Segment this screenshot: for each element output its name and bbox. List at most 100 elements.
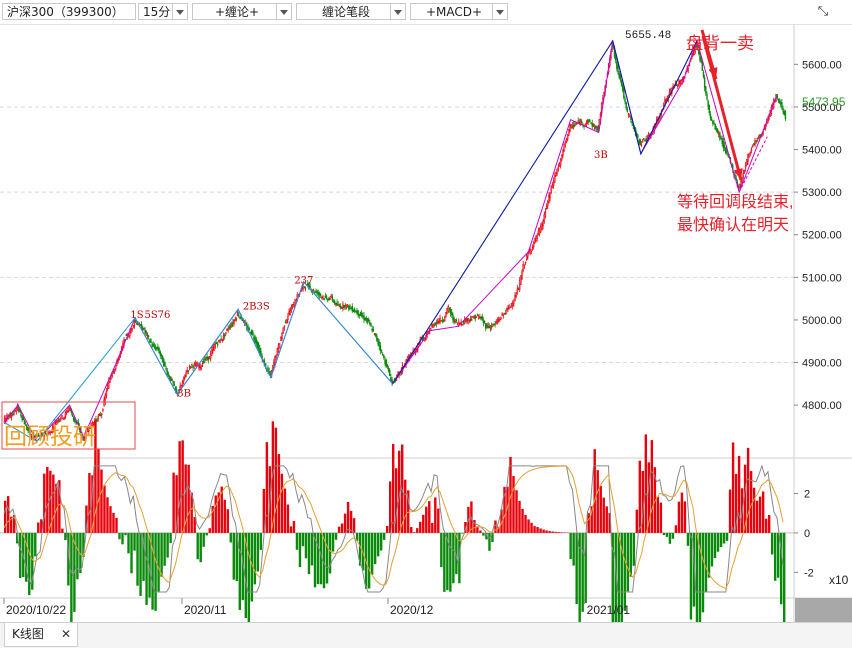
candle-body xyxy=(519,281,520,290)
candle-body xyxy=(210,353,211,359)
candle-body xyxy=(495,324,496,325)
macd-bar xyxy=(684,501,686,533)
period-label: 15分 xyxy=(143,5,170,19)
candle-body xyxy=(524,265,525,266)
candle-body xyxy=(354,309,355,311)
candle-body xyxy=(527,254,528,257)
candle-body xyxy=(564,144,565,151)
candle-body xyxy=(542,224,543,230)
candle-body xyxy=(231,325,232,327)
candle-body xyxy=(705,87,706,93)
macd-bar xyxy=(383,533,385,540)
candle-body xyxy=(590,121,591,122)
candle-body xyxy=(456,320,457,321)
macd-bar xyxy=(696,533,698,622)
candle-body xyxy=(558,167,559,169)
macd-bar xyxy=(341,524,343,533)
candle-body xyxy=(618,66,619,72)
candle-body xyxy=(145,330,146,333)
macd-bar xyxy=(338,527,340,533)
candle-body xyxy=(183,377,184,382)
macd-bar xyxy=(139,533,141,596)
candle-body xyxy=(585,125,586,126)
candle-body xyxy=(369,322,370,324)
macd-bar xyxy=(112,513,114,533)
macd-bar xyxy=(145,533,147,605)
candle-body xyxy=(118,360,119,361)
macd-bar xyxy=(260,533,262,550)
candle-body xyxy=(598,127,599,130)
macd-bar xyxy=(227,509,229,533)
candle-body xyxy=(707,94,708,99)
candle-body xyxy=(639,140,640,143)
candle-body xyxy=(330,298,331,299)
signal-marker: 5S76 xyxy=(144,310,170,321)
bottom-tab-bar: K线图 ✕ xyxy=(0,622,852,648)
candle-body xyxy=(709,105,710,112)
candle-body xyxy=(442,320,443,321)
candle-body xyxy=(213,347,214,350)
candle-body xyxy=(489,326,490,328)
candle-body xyxy=(488,325,489,327)
candle-body xyxy=(567,134,568,139)
macd-bar xyxy=(308,533,310,574)
chevron-down-icon[interactable] xyxy=(390,4,405,19)
macd-bar xyxy=(106,497,108,533)
candle-body xyxy=(447,309,448,314)
macd-bar xyxy=(542,530,544,533)
candle-body xyxy=(334,301,335,304)
candle-body xyxy=(485,324,486,328)
indicator-selector-1[interactable]: +缠论+ xyxy=(192,3,292,20)
indicator-selector-3[interactable]: +MACD+ xyxy=(410,3,508,20)
candle-body xyxy=(257,342,258,347)
candle-body xyxy=(347,305,348,306)
symbol-selector[interactable]: 沪深300（399300） xyxy=(2,3,136,20)
candle-body xyxy=(106,391,107,395)
candle-body xyxy=(712,121,713,123)
candle-body xyxy=(534,239,535,243)
candle-body xyxy=(230,325,231,326)
candle-body xyxy=(448,306,449,311)
tab-kline[interactable]: K线图 ✕ xyxy=(4,623,78,647)
macd-bar xyxy=(293,521,295,533)
macd-bar xyxy=(374,533,376,564)
chevron-down-icon[interactable] xyxy=(276,4,291,19)
candle-body xyxy=(314,292,315,293)
macd-bar xyxy=(88,473,90,533)
macd-bar xyxy=(681,493,683,533)
chevron-down-icon[interactable] xyxy=(172,4,187,19)
macd-bar xyxy=(380,533,382,551)
expand-icon[interactable]: ⤡ xyxy=(812,3,834,21)
note-line-1: 等待回调段结束, xyxy=(677,193,793,211)
indicator-selector-2[interactable]: 缠论笔段 xyxy=(296,3,406,20)
candle-body xyxy=(721,138,722,139)
macd-bar xyxy=(187,465,189,533)
candle-body xyxy=(513,302,514,303)
candle-body xyxy=(345,305,346,307)
candle-body xyxy=(173,381,174,383)
candle-body xyxy=(335,303,336,304)
macd-panel: 20-2 xyxy=(0,420,814,622)
macd-bar xyxy=(115,518,117,533)
macd-tick-label: -2 xyxy=(804,567,814,579)
macd-bar xyxy=(672,533,674,539)
candle-body xyxy=(780,102,781,104)
candle-body xyxy=(204,359,205,360)
candle-body xyxy=(457,323,458,324)
candle-body xyxy=(785,112,786,119)
candle-body xyxy=(622,85,623,90)
candle-body xyxy=(484,321,485,323)
candle-body xyxy=(676,84,677,86)
chevron-down-icon[interactable] xyxy=(492,4,507,19)
macd-bar xyxy=(536,527,538,533)
period-selector[interactable]: 15分 xyxy=(138,3,188,20)
macd-bar xyxy=(518,501,520,533)
macd-bar xyxy=(103,485,105,533)
macd-bar xyxy=(206,533,208,536)
close-icon[interactable]: ✕ xyxy=(61,623,71,645)
macd-bar xyxy=(678,502,680,533)
candle-body xyxy=(546,206,547,208)
candle-body xyxy=(386,360,387,367)
candle-body xyxy=(478,317,479,319)
